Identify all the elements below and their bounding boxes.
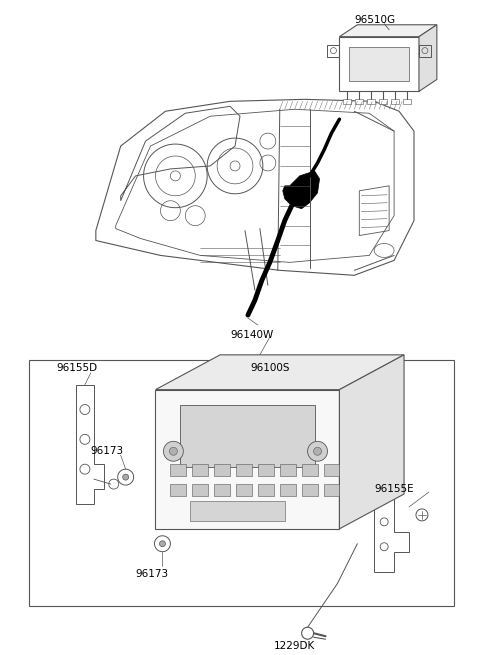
Bar [391, 100, 399, 104]
Bar [192, 484, 208, 496]
Bar [403, 100, 411, 104]
Text: 96510G: 96510G [354, 15, 396, 25]
Text: 96140W: 96140W [230, 330, 274, 340]
Polygon shape [164, 441, 183, 461]
Polygon shape [308, 441, 327, 461]
Bar [324, 464, 339, 476]
Polygon shape [118, 469, 133, 485]
Bar [258, 484, 274, 496]
Bar [379, 100, 387, 104]
Polygon shape [313, 447, 322, 455]
Bar [236, 484, 252, 496]
Polygon shape [339, 355, 404, 529]
Polygon shape [156, 355, 404, 390]
Bar [339, 37, 419, 92]
Bar [367, 100, 375, 104]
Polygon shape [283, 171, 320, 209]
Bar [343, 100, 351, 104]
Polygon shape [169, 447, 178, 455]
Polygon shape [155, 536, 170, 552]
Bar [349, 47, 409, 81]
Text: 96155D: 96155D [56, 363, 97, 373]
Bar [170, 484, 186, 496]
Bar [236, 464, 252, 476]
Bar [192, 464, 208, 476]
Text: 96173: 96173 [136, 569, 169, 578]
Text: 96155E: 96155E [374, 484, 414, 494]
Bar [301, 484, 318, 496]
Polygon shape [123, 474, 129, 480]
Bar [280, 484, 296, 496]
Polygon shape [419, 25, 437, 92]
Polygon shape [301, 627, 313, 639]
Text: 96100S: 96100S [250, 363, 289, 373]
Bar [324, 484, 339, 496]
Bar [214, 484, 230, 496]
Text: 96173: 96173 [91, 446, 124, 457]
Bar [258, 464, 274, 476]
Polygon shape [159, 541, 166, 547]
Bar [280, 464, 296, 476]
Bar [29, 360, 454, 607]
Bar [156, 390, 339, 529]
Polygon shape [416, 509, 428, 521]
Bar [214, 464, 230, 476]
Bar [355, 100, 363, 104]
Bar [190, 501, 285, 521]
Bar [301, 464, 318, 476]
Bar [180, 405, 314, 467]
Text: 1229DK: 1229DK [274, 641, 315, 651]
Bar [170, 464, 186, 476]
Polygon shape [339, 25, 437, 37]
